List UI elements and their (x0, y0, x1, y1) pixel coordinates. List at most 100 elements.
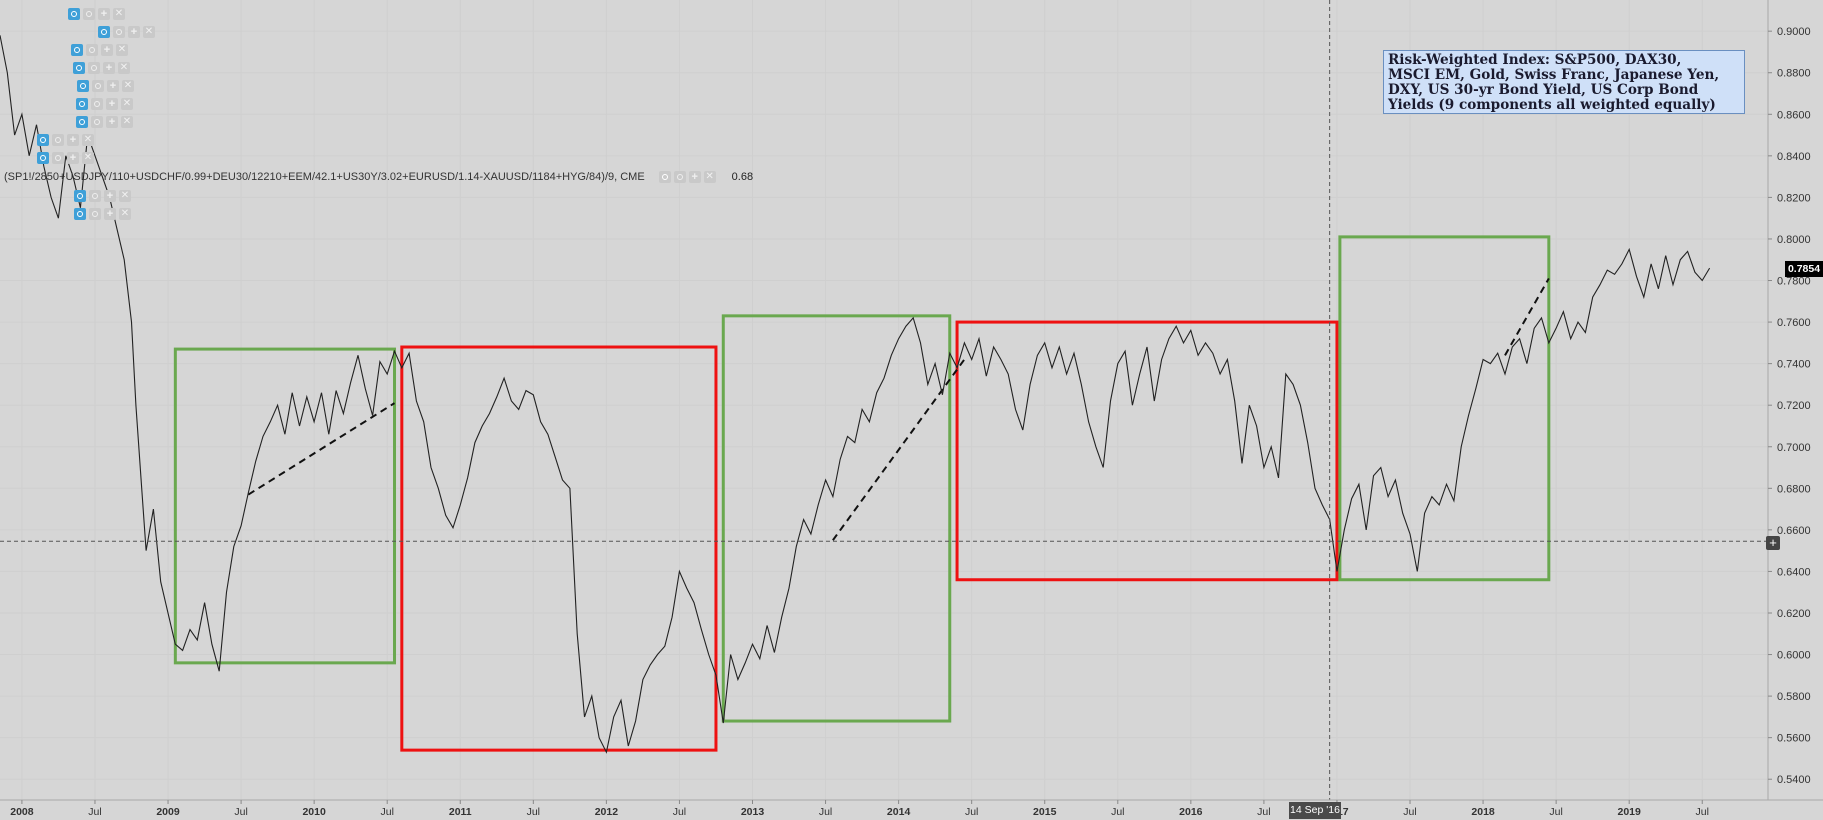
x-tick-label: Jul (88, 806, 101, 818)
x-tick-label: 2012 (595, 806, 619, 818)
close-icon[interactable]: ✕ (116, 44, 128, 56)
gear-icon[interactable] (113, 26, 125, 38)
close-icon[interactable]: ✕ (122, 80, 134, 92)
eye-icon[interactable] (98, 26, 110, 38)
x-tick-label: Jul (1549, 806, 1562, 818)
eye-icon[interactable] (71, 44, 83, 56)
trendlines[interactable] (247, 277, 1550, 541)
plus-icon[interactable]: + (103, 62, 115, 74)
eye-icon[interactable] (658, 171, 671, 183)
y-tick-label: 0.8600 (1777, 109, 1811, 121)
legend-row[interactable]: + ✕ (37, 152, 94, 166)
crosshair-date-badge: 14 Sep '16 (1289, 802, 1341, 819)
grid (0, 0, 1768, 800)
legend-row[interactable]: + ✕ (37, 134, 94, 148)
dashed-trendline[interactable] (1504, 277, 1550, 356)
crosshair-plus-icon[interactable]: + (1766, 536, 1780, 550)
x-tick-label: 2018 (1471, 806, 1495, 818)
plus-icon[interactable]: + (104, 190, 116, 202)
annotation-line: DXY, US 30-yr Bond Yield, US Corp Bond (1388, 82, 1699, 98)
annotation-line: MSCI EM, Gold, Swiss Franc, Japanese Yen… (1388, 67, 1720, 83)
legend-row[interactable]: + ✕ (71, 44, 128, 58)
x-tick-label: Jul (965, 806, 978, 818)
x-tick-label: 2011 (449, 806, 472, 818)
close-icon[interactable]: ✕ (118, 62, 130, 74)
eye-icon[interactable] (77, 80, 89, 92)
gear-icon[interactable] (673, 171, 686, 183)
legend-row[interactable]: + ✕ (68, 8, 125, 22)
eye-icon[interactable] (37, 134, 49, 146)
legend-row[interactable]: + ✕ (76, 116, 133, 130)
y-tick-label: 0.7600 (1777, 317, 1811, 329)
gear-icon[interactable] (92, 80, 104, 92)
plus-icon[interactable]: + (688, 171, 701, 183)
x-tick-label: Jul (527, 806, 540, 818)
red-range-box[interactable] (400, 345, 718, 752)
gear-icon[interactable] (52, 152, 64, 164)
gear-icon[interactable] (91, 98, 103, 110)
gear-icon[interactable] (83, 8, 95, 20)
legend-row[interactable]: + ✕ (74, 208, 131, 222)
x-tick-label: 2008 (10, 806, 34, 818)
plus-icon[interactable]: + (128, 26, 140, 38)
red-range-box[interactable] (955, 320, 1339, 582)
close-icon[interactable]: ✕ (113, 8, 125, 20)
gear-icon[interactable] (86, 44, 98, 56)
eye-icon[interactable] (37, 152, 49, 164)
formula-legend[interactable]: (SP1!/2850+USDJPY/110+USDCHF/0.99+DEU30/… (4, 169, 753, 185)
legend-row[interactable]: + ✕ (74, 190, 131, 204)
close-icon[interactable]: ✕ (119, 208, 131, 220)
eye-icon[interactable] (76, 116, 88, 128)
close-icon[interactable]: ✕ (82, 152, 94, 164)
y-axis[interactable]: 0.9000 0.8800 0.8600 0.8400 0.8200 0.8000 0.78… (1767, 0, 1823, 820)
dashed-trendline[interactable] (247, 402, 396, 496)
range-boxes[interactable] (173, 235, 1551, 752)
green-range-box[interactable] (173, 347, 397, 665)
annotation-box[interactable]: Risk-Weighted Index: S&P500, DAX30, MSCI… (1383, 50, 1745, 114)
y-tick-label: 0.6600 (1777, 525, 1811, 537)
y-tick-label: 0.6200 (1777, 608, 1811, 620)
close-icon[interactable]: ✕ (119, 190, 131, 202)
eye-icon[interactable] (76, 98, 88, 110)
y-tick-label: 0.5400 (1777, 774, 1811, 786)
close-icon[interactable]: ✕ (703, 171, 716, 183)
plus-icon[interactable]: + (106, 116, 118, 128)
y-tick-label: 0.7800 (1777, 276, 1811, 288)
legend-row[interactable]: + ✕ (77, 80, 134, 94)
plus-icon[interactable]: + (104, 208, 116, 220)
gear-icon[interactable] (88, 62, 100, 74)
crosshair (0, 0, 1768, 800)
legend-row[interactable]: + ✕ (76, 98, 133, 112)
eye-icon[interactable] (73, 62, 85, 74)
plus-icon[interactable]: + (107, 80, 119, 92)
dashed-trendline[interactable] (832, 358, 966, 541)
green-range-box[interactable] (1338, 235, 1551, 582)
eye-icon[interactable] (68, 8, 80, 20)
green-range-box[interactable] (721, 314, 952, 723)
gear-icon[interactable] (52, 134, 64, 146)
close-icon[interactable]: ✕ (82, 134, 94, 146)
plus-icon[interactable]: + (67, 152, 79, 164)
plus-icon[interactable]: + (106, 98, 118, 110)
y-tick-label: 0.8000 (1777, 234, 1811, 246)
x-axis[interactable]: 2008 Jul 2009 Jul 2010 Jul 2011 Jul 2012 Jul 2013 J… (0, 799, 1823, 818)
x-tick-label: Jul (673, 806, 686, 818)
legend-row[interactable]: + ✕ (98, 26, 155, 40)
gear-icon[interactable] (91, 116, 103, 128)
close-icon[interactable]: ✕ (121, 116, 133, 128)
gear-icon[interactable] (89, 190, 101, 202)
x-tick-label: 2015 (1033, 806, 1057, 818)
eye-icon[interactable] (74, 190, 86, 202)
gear-icon[interactable] (89, 208, 101, 220)
x-tick-label: 2010 (302, 806, 326, 818)
plus-icon[interactable]: + (67, 134, 79, 146)
y-tick-label: 0.8200 (1777, 192, 1811, 204)
close-icon[interactable]: ✕ (121, 98, 133, 110)
plus-icon[interactable]: + (101, 44, 113, 56)
y-tick-label: 0.9000 (1777, 26, 1811, 38)
plus-icon[interactable]: + (98, 8, 110, 20)
eye-icon[interactable] (74, 208, 86, 220)
legend-row[interactable]: + ✕ (73, 62, 130, 76)
close-icon[interactable]: ✕ (143, 26, 155, 38)
